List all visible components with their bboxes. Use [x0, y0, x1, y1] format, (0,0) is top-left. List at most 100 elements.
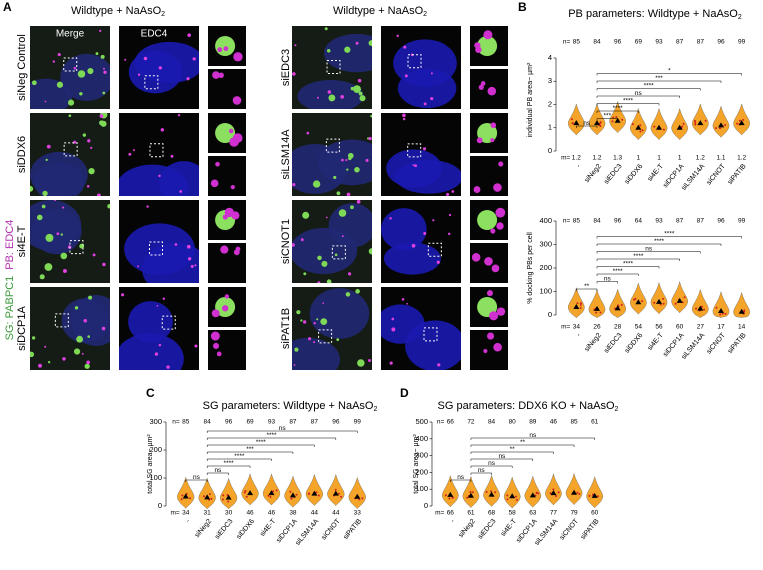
granule: [345, 292, 351, 297]
n-label: 69: [246, 419, 254, 426]
granule: [324, 27, 328, 31]
sample-dot: [448, 497, 451, 500]
sample-dot: [738, 119, 741, 122]
n-prefix: n=: [437, 419, 445, 426]
median-label: 54: [635, 324, 643, 331]
granule: [302, 211, 310, 219]
n-label: 84: [488, 419, 496, 426]
y-tick-label: 100: [149, 473, 162, 482]
p-body: [293, 364, 296, 366]
significance-bracket: [470, 465, 513, 468]
violin: [692, 103, 709, 136]
p-body: [345, 159, 348, 162]
sample-dot: [719, 313, 722, 316]
chart-title: SG parameters: DDX6 KO + NaAsO2: [438, 400, 619, 413]
granule: [353, 85, 361, 94]
sample-dot: [611, 120, 614, 123]
nucleus: [31, 208, 82, 255]
sample-dot: [549, 492, 552, 495]
p-body: [228, 128, 234, 134]
p-body: [327, 90, 332, 94]
sample-dot: [317, 494, 320, 497]
p-body: [231, 211, 240, 220]
p-body: [211, 309, 220, 318]
p-body: [56, 232, 60, 236]
nucleus: [124, 223, 195, 275]
roi: [326, 60, 341, 75]
granule: [79, 92, 83, 96]
image-content: [292, 113, 372, 196]
p-body: [137, 265, 139, 268]
median-marker: [182, 493, 189, 499]
nucleus: [159, 161, 199, 196]
p-body: [132, 149, 135, 152]
p-body: [487, 332, 495, 340]
significance-label: **: [510, 446, 516, 453]
median-label: 1: [678, 155, 682, 162]
x-tick-label: -: [575, 331, 582, 338]
sample-dot: [659, 303, 662, 306]
p-body: [448, 213, 452, 217]
median-marker: [354, 493, 361, 499]
p-body: [487, 86, 497, 96]
granule: [328, 94, 336, 102]
x-tick-label: siPATIB: [727, 163, 748, 186]
p-body: [120, 293, 125, 297]
image-content: [30, 26, 110, 109]
granule: [477, 123, 498, 143]
median-marker: [656, 298, 662, 304]
p-body: [401, 298, 405, 301]
p-body: [230, 185, 235, 190]
granule: [368, 40, 372, 46]
granule: [100, 54, 105, 59]
median-marker: [635, 124, 642, 130]
y-tick-label: 0: [548, 310, 552, 319]
sample-dot: [535, 491, 538, 494]
sample-dot: [245, 495, 248, 498]
panel-label: D: [400, 386, 409, 400]
nucleus: [297, 80, 364, 109]
p-body: [233, 52, 243, 62]
p-body: [313, 322, 316, 325]
median-label: 1.2: [737, 155, 746, 162]
significance-label: ns: [635, 90, 643, 97]
p-body: [96, 193, 101, 196]
x-tick-label: si4E-T: [259, 517, 278, 538]
p-body: [391, 317, 395, 321]
median-label: 34: [573, 324, 581, 331]
p-body: [495, 207, 506, 218]
p-body: [346, 192, 351, 196]
y-axis-label: % docking PBs per cell: [527, 232, 534, 304]
p-body: [154, 352, 159, 356]
significance-label: ****: [224, 460, 235, 467]
median-marker: [289, 492, 296, 498]
p-body: [436, 260, 440, 264]
p-body: [57, 52, 61, 57]
y-tick-label: 100: [539, 286, 552, 295]
sample-dot: [444, 494, 447, 497]
image-content: [210, 161, 235, 190]
significance-label: ns: [457, 474, 465, 481]
sample-dot: [639, 130, 642, 133]
n-label: 99: [354, 419, 362, 426]
median-label: 1.3: [613, 155, 622, 162]
p-body: [414, 164, 417, 168]
significance-label: ***: [604, 113, 612, 120]
p-body: [356, 200, 361, 204]
roi: [148, 241, 163, 256]
sample-dot: [557, 491, 560, 494]
y-axis-label: total SG area~ µm²: [147, 434, 154, 494]
y-tick-label: 3: [548, 76, 552, 85]
significance-label: **: [584, 283, 590, 290]
x-tick-label: siDDX6: [624, 332, 645, 355]
p-body: [365, 158, 369, 162]
violin: [650, 107, 668, 141]
image-content: [30, 200, 110, 283]
median-marker: [635, 299, 642, 305]
p-body: [194, 344, 198, 348]
violin: [568, 287, 585, 319]
median-marker: [697, 120, 704, 126]
p-body: [232, 133, 243, 143]
sample-dot: [181, 494, 184, 497]
granule: [477, 210, 498, 230]
